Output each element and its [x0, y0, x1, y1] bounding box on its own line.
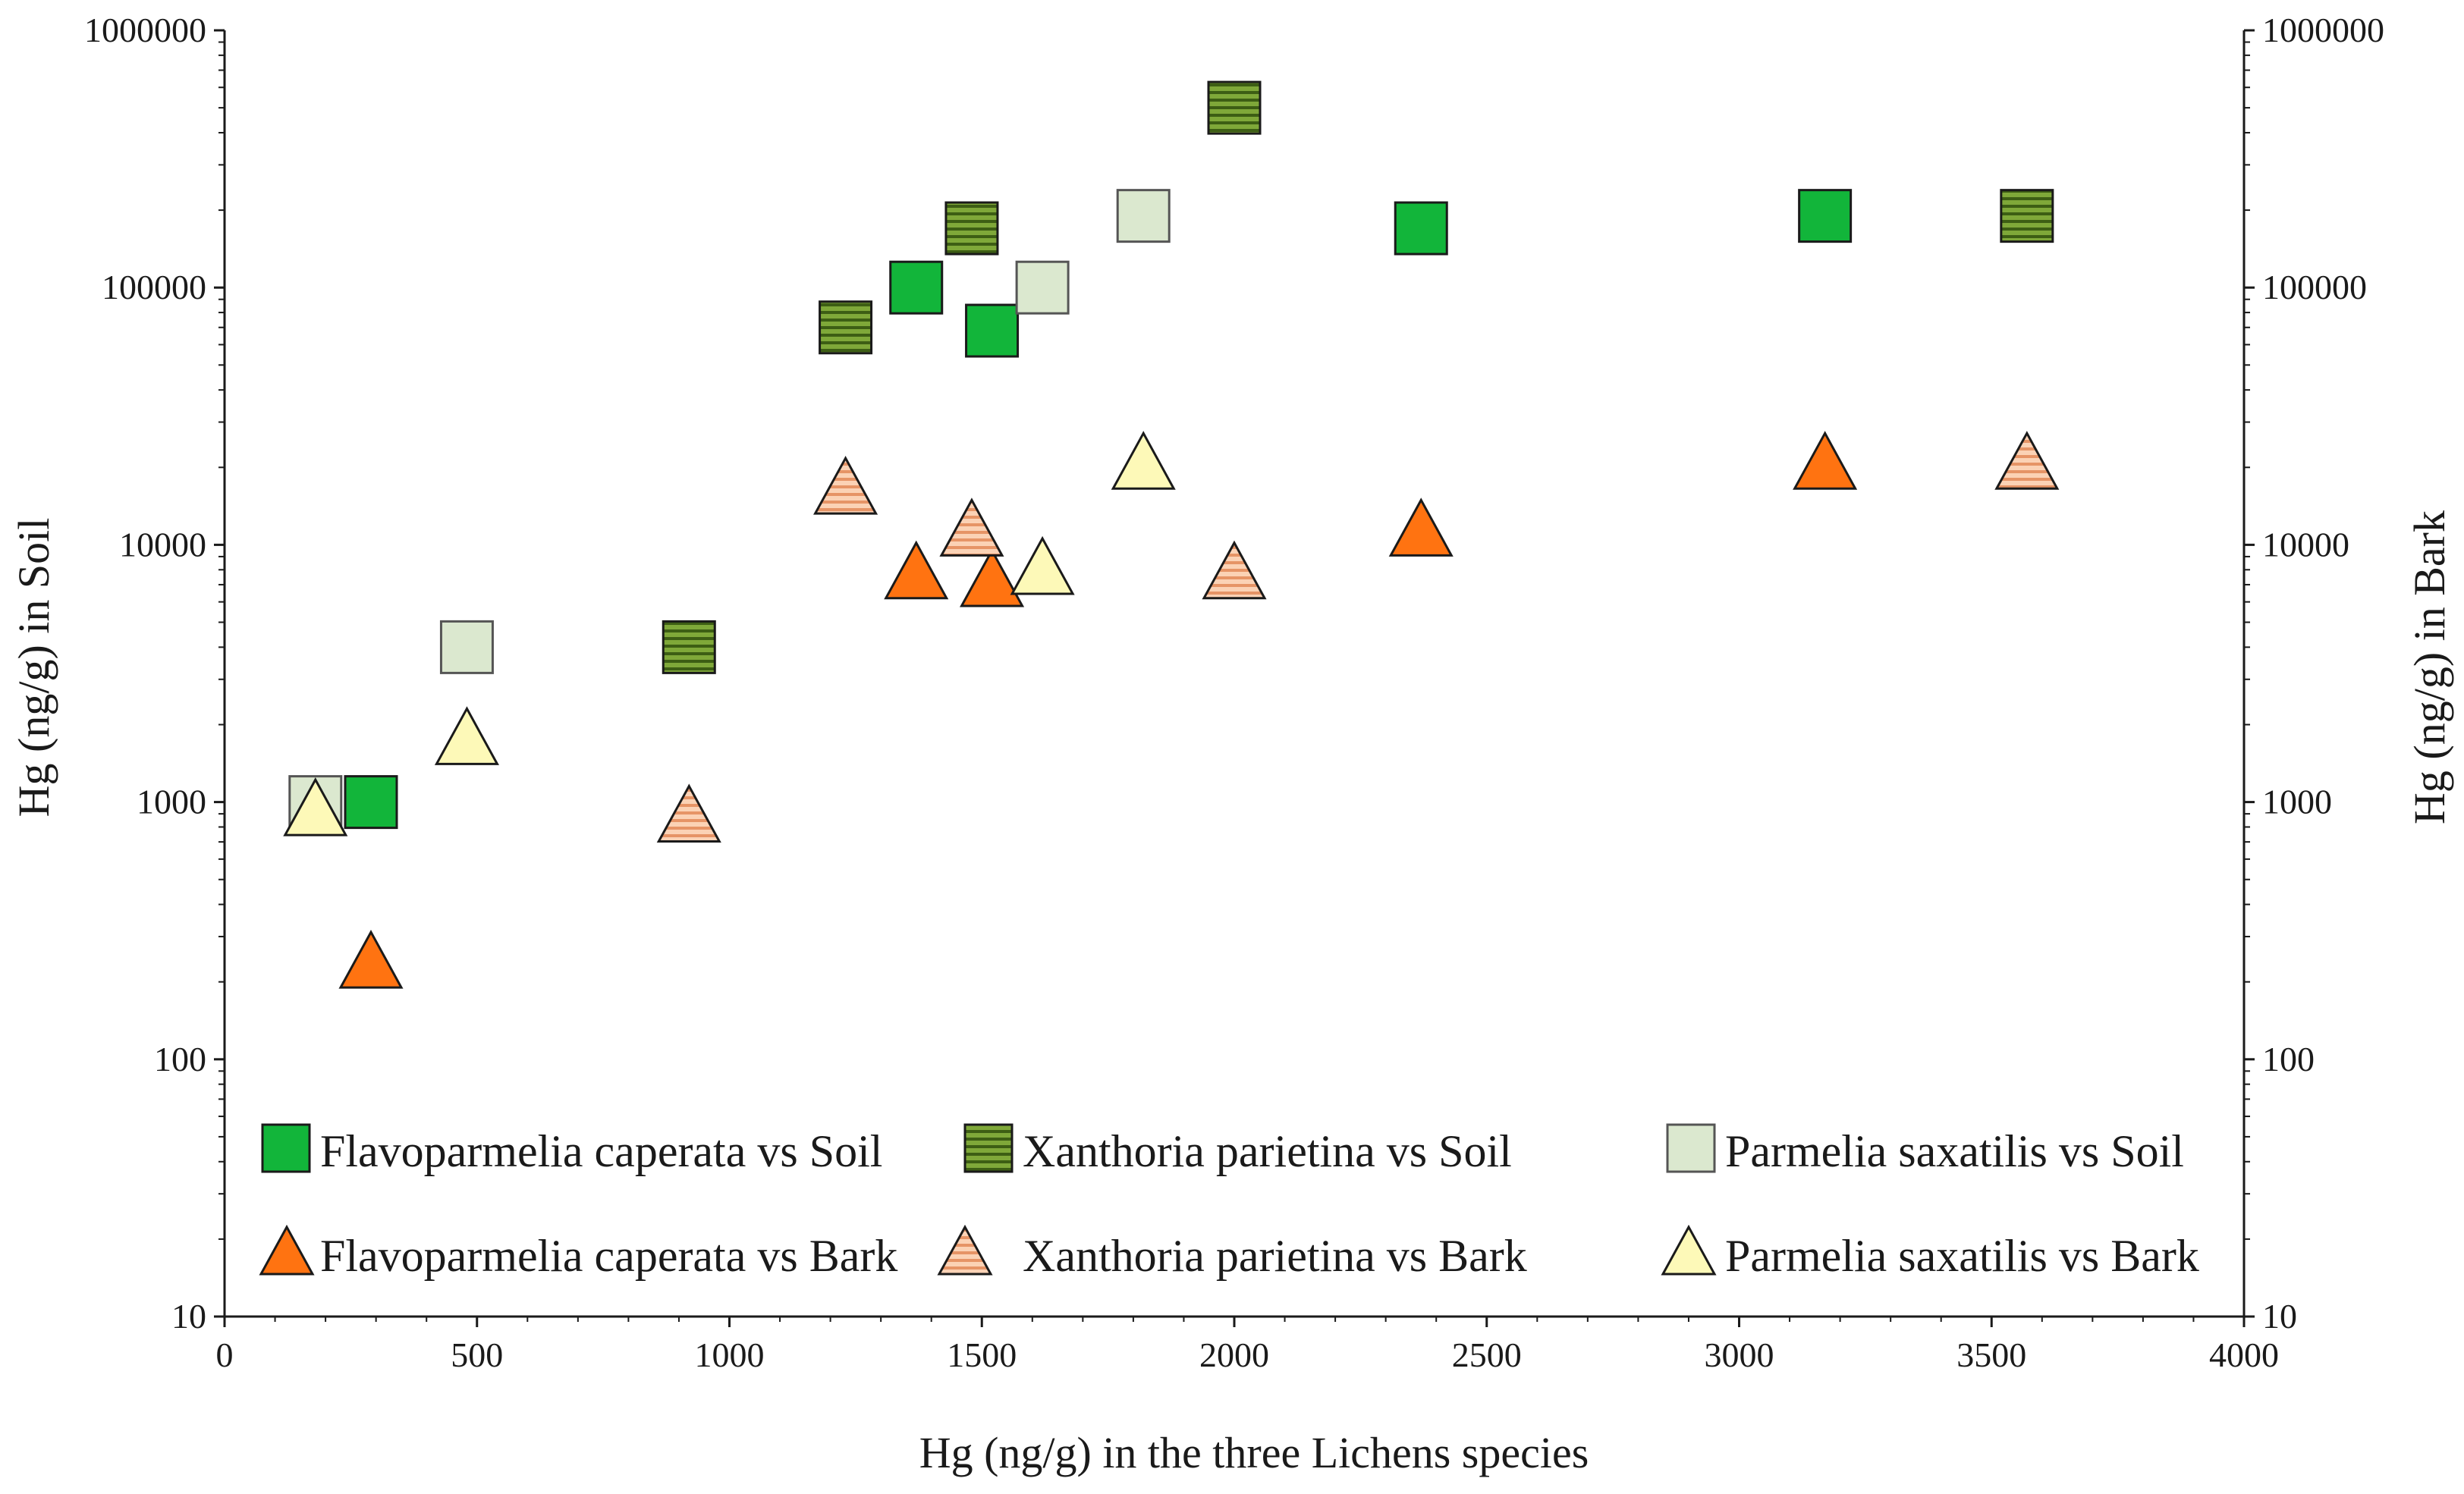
y2-tick-label: 10	[2262, 1297, 2297, 1335]
hatched-square-marker	[1207, 80, 1262, 135]
square-marker	[1394, 201, 1448, 256]
series-6	[283, 431, 1176, 836]
legend-item-parmelia-soil: Parmelia saxatilis vs Soil	[1666, 1123, 2184, 1176]
y-tick-label: 1000	[137, 783, 206, 821]
square-marker	[1015, 260, 1070, 315]
legend-item-parmelia-bark: Parmelia saxatilis vs Bark	[1661, 1224, 2199, 1281]
y-tick-label: 100000	[102, 268, 206, 306]
y2-tick-label: 10000	[2262, 525, 2349, 563]
triangle-marker	[338, 929, 404, 989]
square-marker	[439, 620, 494, 674]
triangle-marker	[884, 540, 949, 600]
legend-label-flavoparmelia-soil: Flavoparmelia caperata vs Soil	[320, 1126, 882, 1176]
series-1	[344, 189, 1853, 830]
square-marker	[889, 260, 944, 315]
x-tick-label: 2000	[1199, 1335, 1269, 1374]
legend-item-xanthoria-soil: Xanthoria parietina vs Soil	[963, 1123, 1512, 1176]
legend-triangle-hatched-marker	[937, 1224, 993, 1276]
triangle-marker	[1793, 431, 1858, 490]
x-tick-label: 4000	[2209, 1335, 2279, 1374]
legend-label-flavoparmelia-bark: Flavoparmelia caperata vs Bark	[320, 1231, 897, 1281]
legend-label-parmelia-soil: Parmelia saxatilis vs Soil	[1725, 1126, 2184, 1176]
x-tick-label: 3000	[1705, 1335, 1774, 1374]
legend-square-pale-marker	[1666, 1123, 1716, 1173]
hatched-triangle-marker	[813, 456, 878, 515]
hatched-triangle-marker	[1994, 431, 2060, 490]
series-3	[288, 189, 1171, 830]
triangle-marker	[283, 777, 348, 836]
triangle-marker	[1111, 431, 1176, 490]
x-tick-label: 1500	[947, 1335, 1017, 1374]
square-marker	[965, 303, 1020, 358]
triangle-marker	[434, 706, 499, 765]
legend-item-xanthoria-bark: Xanthoria parietina vs Bark	[937, 1224, 1527, 1281]
x-tick-label: 500	[451, 1335, 503, 1374]
y-axis-title: Hg (ng/g) in Soil	[9, 518, 58, 818]
x-tick-label: 1000	[695, 1335, 765, 1374]
hatched-square-marker	[944, 201, 999, 256]
y2-axis-title: Hg (ng/g) in Bark	[2405, 510, 2454, 824]
legend-label-xanthoria-bark: Xanthoria parietina vs Bark	[1023, 1231, 1527, 1281]
triangle-marker	[1388, 497, 1454, 557]
y2-tick-label: 1000000	[2262, 11, 2384, 49]
y-tick-label: 10000	[119, 525, 206, 563]
square-marker	[1798, 189, 1853, 243]
hatched-triangle-marker	[1202, 540, 1267, 600]
legend: Flavoparmelia caperata vs Soil Xanthoria…	[259, 1123, 2199, 1281]
triangle-marker	[960, 548, 1025, 607]
x-tick-label: 3500	[1956, 1335, 2026, 1374]
hatched-triangle-marker	[939, 497, 1004, 557]
x-tick-label: 0	[216, 1335, 234, 1374]
legend-item-flavoparmelia-soil: Flavoparmelia caperata vs Soil	[261, 1123, 882, 1176]
hatched-square-marker	[2000, 189, 2054, 243]
y-tick-label: 1000000	[84, 11, 206, 49]
series-2	[662, 80, 2054, 674]
triangle-marker	[1010, 535, 1075, 595]
legend-item-flavoparmelia-bark: Flavoparmelia caperata vs Bark	[259, 1224, 897, 1281]
series-4	[338, 431, 1858, 989]
y-tick-label: 100	[154, 1040, 206, 1078]
legend-square-hatched-marker	[963, 1123, 1014, 1173]
legend-triangle-pale-marker	[1661, 1224, 1717, 1276]
axes: 0 500 1000 1500 2000 2500 3000 3500 400010100100…	[84, 11, 2384, 1374]
data-points	[283, 80, 2060, 989]
y-tick-label: 10	[171, 1297, 206, 1335]
hatched-triangle-marker	[656, 783, 721, 843]
square-marker	[344, 775, 398, 830]
legend-triangle-orange-marker	[259, 1224, 315, 1276]
y2-tick-label: 100000	[2262, 268, 2367, 306]
x-axis-title: Hg (ng/g) in the three Lichens species	[919, 1428, 1589, 1477]
y2-tick-label: 1000	[2262, 783, 2332, 821]
hatched-square-marker	[819, 300, 873, 355]
legend-label-xanthoria-soil: Xanthoria parietina vs Soil	[1023, 1126, 1512, 1176]
y2-tick-label: 100	[2262, 1040, 2315, 1078]
legend-label-parmelia-bark: Parmelia saxatilis vs Bark	[1725, 1231, 2199, 1281]
legend-square-green-marker	[261, 1123, 311, 1173]
square-marker	[1116, 189, 1171, 243]
series-5	[656, 431, 2060, 843]
hatched-square-marker	[662, 620, 716, 674]
x-tick-label: 2500	[1452, 1335, 1522, 1374]
